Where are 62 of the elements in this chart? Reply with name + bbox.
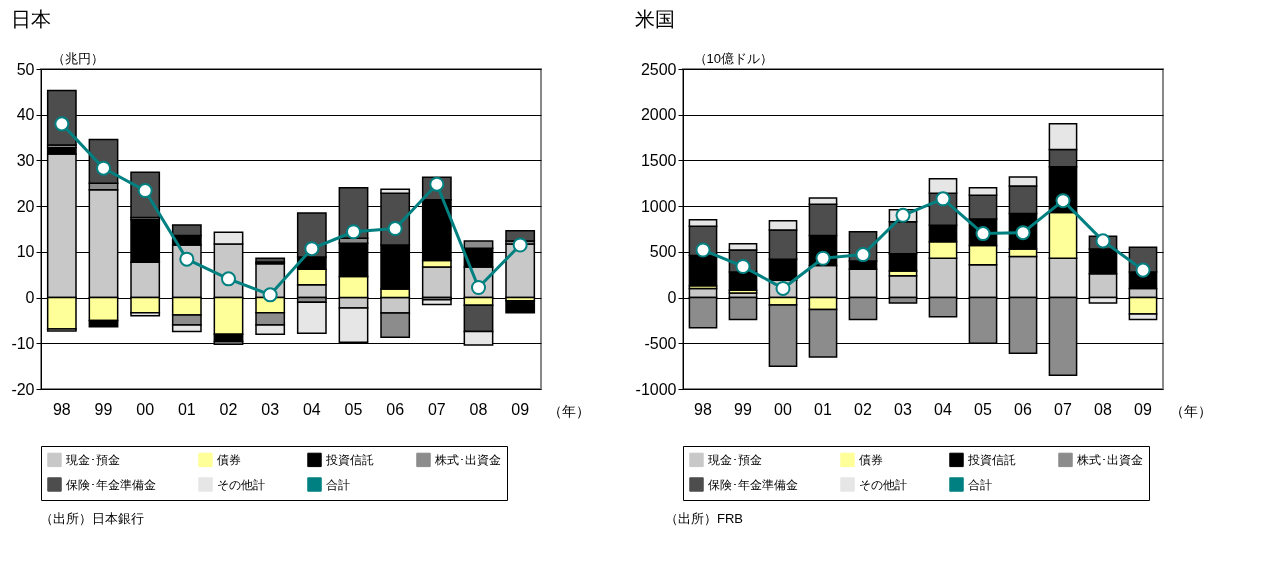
x-tick-label: 06	[1014, 400, 1032, 418]
legend-label: 合計	[968, 477, 992, 492]
x-tick-label: 06	[386, 400, 405, 418]
x-tick-label: 05	[974, 400, 992, 418]
x-tick-label: 02	[219, 400, 238, 418]
y-tick-label: 40	[16, 106, 35, 124]
legend-label: 債券	[217, 452, 241, 467]
y-tick-label: 10	[16, 243, 35, 261]
y-tick-label: -10	[11, 334, 35, 352]
x-tick-label: 03	[894, 400, 912, 418]
y-tick-label: 0	[667, 289, 677, 307]
x-tick-label: 05	[344, 400, 363, 418]
legend-label: 株式･出資金	[1076, 452, 1143, 467]
y-tick-label: 2500	[640, 60, 677, 78]
x-tick-label: 08	[1094, 400, 1112, 418]
x-tick-label: 07	[427, 400, 446, 418]
y-tick-label: -500	[644, 334, 677, 352]
y-tick-label: -20	[11, 380, 35, 398]
legend-label: その他計	[859, 477, 907, 492]
x-tick-label: 07	[1054, 400, 1072, 418]
legend-label: 投資信託	[967, 452, 1016, 467]
legend-label: 保険･年金準備金	[66, 477, 156, 492]
y-tick-label: 20	[16, 197, 35, 215]
y-tick-label: 500	[649, 243, 677, 261]
x-tick-label: 04	[302, 400, 321, 418]
x-axis-title: （年）	[547, 402, 590, 419]
x-tick-label: 00	[136, 400, 155, 418]
x-tick-label: 98	[694, 400, 712, 418]
chart-title: 日本	[10, 8, 51, 30]
x-tick-label: 09	[1134, 400, 1152, 418]
x-tick-label: 99	[94, 400, 113, 418]
text: （出所）日本銀行	[40, 510, 145, 528]
legend-label: 保険･年金準備金	[708, 477, 798, 492]
legend-label: 現金･預金	[66, 452, 120, 467]
x-tick-label: 03	[261, 400, 280, 418]
x-tick-label: 98	[52, 400, 71, 418]
y-tick-label: 2000	[640, 106, 677, 124]
y-tick-label: -1000	[635, 380, 677, 398]
chart-title: 米国	[635, 8, 676, 30]
x-tick-label: 01	[814, 400, 832, 418]
x-tick-label: 02	[854, 400, 872, 418]
x-tick-label: 09	[511, 400, 530, 418]
y-tick-label: 1000	[640, 197, 677, 215]
y-tick-label: 0	[25, 289, 35, 307]
text: （出所）FRB	[665, 510, 744, 528]
y-axis-title: （兆円）	[51, 50, 104, 66]
legend-label: 合計	[326, 477, 350, 492]
y-tick-label: 1500	[640, 151, 677, 169]
legend-label: 債券	[859, 452, 883, 467]
x-axis-title: （年）	[1169, 402, 1212, 419]
y-tick-label: 50	[16, 60, 35, 78]
legend-label: 投資信託	[325, 452, 374, 467]
x-tick-label: 00	[774, 400, 792, 418]
legend-label: 株式･出資金	[434, 452, 501, 467]
x-tick-label: 01	[177, 400, 196, 418]
y-tick-label: 30	[16, 151, 35, 169]
x-tick-label: 99	[734, 400, 752, 418]
x-tick-label: 08	[469, 400, 488, 418]
legend-label: 現金･預金	[708, 452, 762, 467]
x-tick-label: 04	[934, 400, 952, 418]
legend-label: その他計	[217, 477, 265, 492]
y-axis-title: （10億ドル）	[693, 50, 773, 66]
